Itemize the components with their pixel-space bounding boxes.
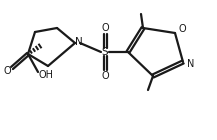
Text: O: O — [178, 24, 186, 34]
Text: N: N — [75, 37, 83, 47]
Text: O: O — [3, 66, 11, 76]
Text: O: O — [101, 71, 109, 81]
Text: S: S — [102, 47, 108, 57]
Text: N: N — [187, 59, 195, 69]
Text: OH: OH — [38, 70, 54, 80]
Text: O: O — [101, 23, 109, 33]
